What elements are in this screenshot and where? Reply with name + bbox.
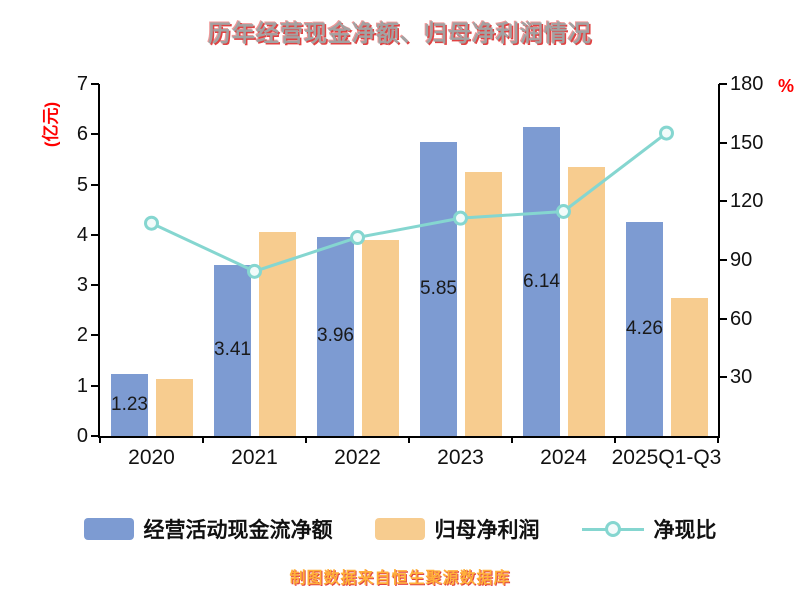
bar-value-label-2024: 6.14 [523, 270, 560, 292]
bar-value-label-2022: 3.96 [317, 325, 354, 347]
y-axis-right-tick-30: 30 [730, 366, 753, 389]
x-axis-tick [408, 436, 410, 443]
legend-label-net-profit: 归母净利润 [434, 519, 540, 542]
bar-value-label-2021: 3.41 [214, 339, 251, 361]
y-axis-right-tick-150: 150 [730, 131, 764, 154]
x-axis-tick [99, 436, 101, 443]
y-axis-right-tickmark [719, 141, 727, 144]
legend-label-net-cash-ratio: 净现比 [653, 519, 717, 542]
x-axis-tick [717, 436, 719, 443]
y-axis-left-tickmark [91, 233, 99, 236]
x-axis-label-2021: 2021 [231, 446, 278, 469]
y-axis-left-tick-3: 3 [76, 274, 88, 297]
bar-operating-cash-flow-2020 [110, 374, 148, 436]
bar-net-profit-2020 [155, 379, 193, 436]
data-source-caption: 制图数据来自恒生聚源数据库 [289, 570, 511, 587]
bar-net-profit-2023 [464, 172, 502, 436]
bar-value-label-2023: 5.85 [420, 277, 457, 299]
y-axis-right-tickmark [719, 200, 727, 203]
x-axis-label-2025Q1-Q3: 2025Q1-Q3 [611, 446, 722, 469]
right-axis-unit-label: % [778, 76, 795, 96]
y-axis-left-tickmark [91, 183, 99, 186]
legend-item-operating-cash-flow[interactable]: 经营活动现金流净额 [83, 514, 333, 544]
x-axis-label-2022: 2022 [334, 446, 381, 469]
x-axis-label-2020: 2020 [128, 446, 175, 469]
y-axis-right-tickmark [719, 376, 727, 379]
y-axis-right-tickmark [719, 259, 727, 261]
legend-item-net-profit[interactable]: 归母净利润 [374, 514, 540, 544]
y-axis-left-tick-6: 6 [76, 123, 88, 146]
y-axis-left-tickmark [91, 83, 99, 85]
y-axis-right-tick-60: 60 [730, 307, 753, 330]
y-axis-left-tickmark [91, 133, 99, 136]
x-axis-tick [305, 436, 307, 443]
legend-label-operating-cash-flow: 经营活动现金流净额 [143, 519, 333, 542]
x-axis-label-2024: 2024 [540, 446, 587, 469]
bar-net-profit-2025Q1-Q3 [670, 297, 708, 436]
y-axis-left-tick-1: 1 [76, 374, 88, 397]
bar-net-profit-2021 [258, 232, 296, 436]
bar-net-profit-2024 [567, 166, 605, 436]
x-axis-label-2023: 2023 [437, 446, 484, 469]
bar-value-label-2020: 1.23 [111, 394, 148, 416]
y-axis-right-tickmark [719, 83, 727, 85]
y-axis-left-tick-0: 0 [76, 425, 88, 447]
x-axis-tick [511, 436, 513, 443]
legend-swatch-operating-cash-flow [83, 518, 134, 540]
y-axis-right-line [718, 84, 720, 438]
legend-swatch-net-profit [374, 518, 425, 540]
y-axis-left-tick-2: 2 [76, 324, 88, 347]
y-axis-left-line [98, 84, 100, 438]
y-axis-left-tickmark [91, 384, 99, 387]
y-axis-left-tickmark [91, 435, 99, 437]
legend-item-net-cash-ratio[interactable]: 净现比 [581, 514, 717, 544]
x-axis-line [98, 436, 720, 438]
bar-operating-cash-flow-2021 [213, 264, 251, 436]
y-axis-right-tick-180: 180 [730, 73, 764, 95]
x-axis-tick [614, 436, 616, 443]
y-axis-left-tick-7: 7 [76, 73, 88, 95]
y-axis-right-tickmark [719, 317, 727, 320]
x-axis-tick [202, 436, 204, 443]
bar-value-label-2025Q1-Q3: 4.26 [626, 317, 663, 339]
legend: 经营活动现金流净额 归母净利润 净现比 [0, 514, 800, 544]
y-axis-left-tickmark [91, 334, 99, 337]
legend-line-icon [581, 518, 644, 540]
y-axis-left-tick-5: 5 [76, 173, 88, 196]
y-axis-right-tick-90: 90 [730, 249, 753, 271]
y-axis-right-tick-120: 120 [730, 190, 764, 213]
y-axis-left-tickmark [91, 284, 99, 287]
chart-title: 历年经营现金净额、归母净利润情况 [208, 20, 592, 46]
y-axis-left-tick-4: 4 [76, 223, 88, 246]
